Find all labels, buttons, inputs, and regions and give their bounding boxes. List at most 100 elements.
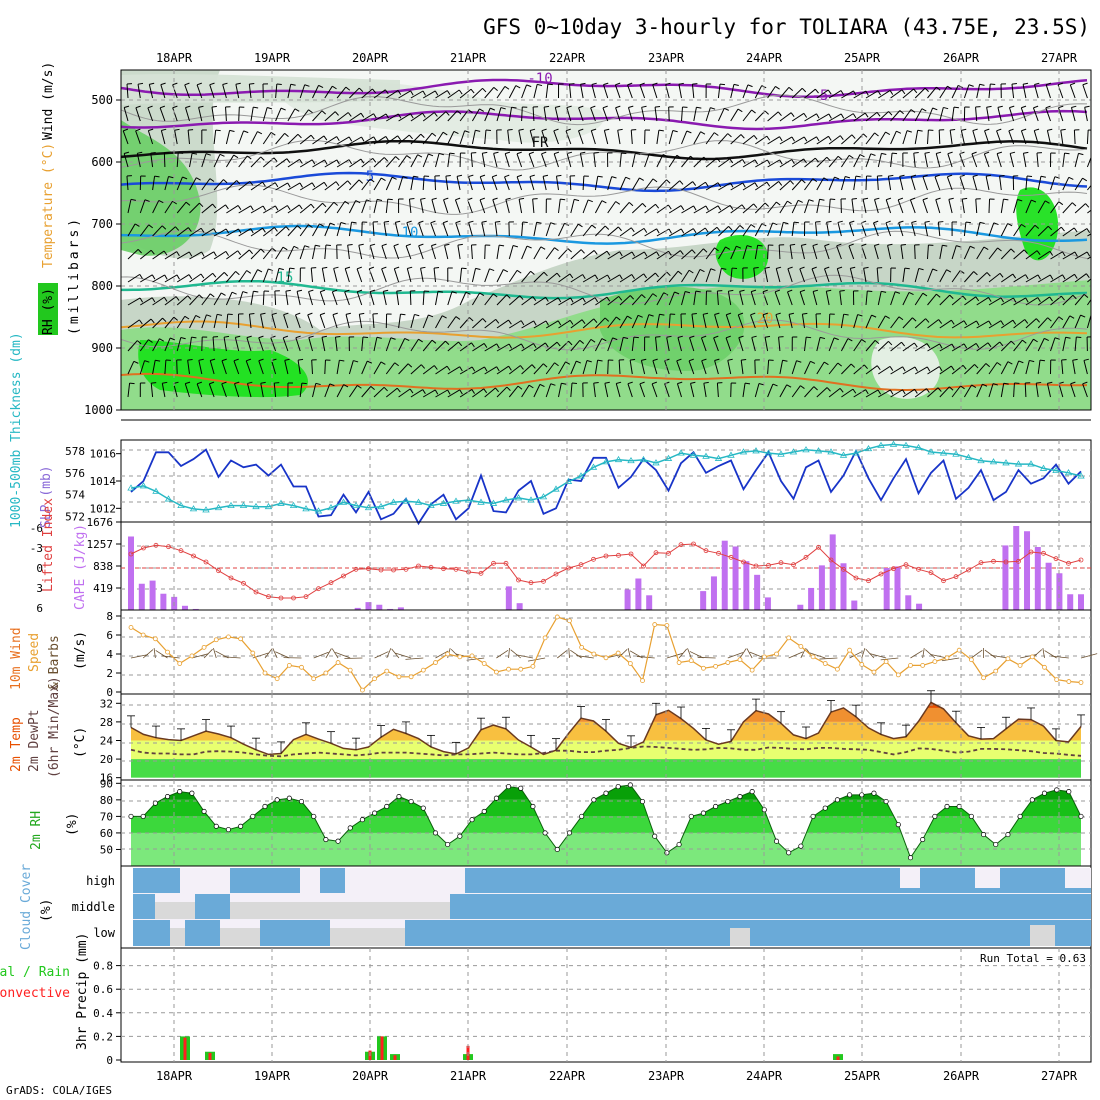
wind-point <box>189 653 195 659</box>
wind-barb <box>127 319 140 329</box>
wind-barb-flag <box>643 273 648 279</box>
wind-barb-flag <box>754 159 759 165</box>
wind-barb-flag <box>484 366 488 372</box>
wind-barb <box>676 360 682 375</box>
wind-barb-flag <box>221 358 227 362</box>
wind-point <box>396 674 402 680</box>
wind-barb <box>521 320 534 329</box>
wind-barb <box>975 107 978 122</box>
wind-barb-flag <box>1068 176 1074 180</box>
wind-barb-flag <box>936 86 941 91</box>
wind-barb-flag <box>1025 297 1029 303</box>
wind-barb-flag <box>1072 294 1077 300</box>
wind-barb-flag <box>899 110 904 115</box>
wind-barb <box>484 366 497 375</box>
wind-barb-flag <box>988 297 992 302</box>
wind-barb <box>751 337 756 352</box>
cape-bar <box>397 607 404 610</box>
wind-barb <box>767 111 779 122</box>
wind-barb-flag <box>819 198 825 201</box>
wind-barb-flag <box>703 156 708 162</box>
wind-barb <box>841 388 854 398</box>
wind-barb <box>619 315 628 329</box>
wind-barb-flag <box>652 178 658 183</box>
wind-barb-flag <box>666 271 671 277</box>
wind-barb <box>631 203 643 214</box>
wind-barb-flag <box>777 111 782 116</box>
thickness-point <box>914 443 923 451</box>
wind-barb <box>1013 339 1023 352</box>
wind-barb <box>373 386 385 398</box>
wind-barb-flag <box>641 105 647 108</box>
wind-barb-flag <box>418 220 424 224</box>
wind-barb-flag <box>393 243 399 247</box>
wind-barb <box>496 107 502 122</box>
wind-barb <box>865 111 878 122</box>
wind-barb <box>262 227 275 237</box>
wind-barb-flag <box>1073 227 1078 233</box>
wind-barb-flag <box>200 227 205 233</box>
rh-point <box>359 817 365 823</box>
wind-barb-flag <box>996 362 1002 366</box>
cape-bar <box>808 587 815 610</box>
wind-barb <box>558 361 566 375</box>
wind-barb-flag <box>335 336 341 338</box>
wind-barb <box>570 649 582 659</box>
wind-barb <box>914 292 924 306</box>
wind-barb-flag <box>728 289 734 292</box>
wind-barb <box>213 154 221 168</box>
wind-barb <box>312 223 320 237</box>
wind-barb-flag <box>713 335 719 339</box>
thickness-point <box>777 450 785 457</box>
wind-barb <box>496 386 508 398</box>
wind-barb <box>607 337 614 352</box>
wind-barb-flag <box>593 250 598 255</box>
wind-barb <box>779 112 792 122</box>
wind-barb <box>582 318 595 329</box>
wind-barb-flag <box>1034 224 1040 229</box>
wind-barb <box>951 385 961 398</box>
wind-barb <box>521 245 528 260</box>
wind-barb <box>1072 360 1076 375</box>
rh-point <box>408 798 414 805</box>
precip-tick-label: 0.4 <box>93 1007 113 1020</box>
wind-barb-flag <box>159 338 164 342</box>
wind-barb-flag <box>578 105 584 109</box>
wind-barb-flag <box>397 135 401 141</box>
wind-barb-flag <box>236 180 241 185</box>
wind-barb <box>976 84 981 99</box>
li-point <box>553 571 559 577</box>
date-label: 23APR <box>648 51 685 65</box>
wind-barb <box>545 362 555 375</box>
wind-barb <box>927 343 940 352</box>
wind-barb-flag <box>307 312 313 316</box>
wind-barb <box>565 130 572 145</box>
wind-barb <box>137 84 141 99</box>
wind-barb-flag <box>187 295 192 300</box>
wind-barb <box>435 650 449 659</box>
wind-barb <box>779 180 791 191</box>
wind-point <box>420 667 426 673</box>
wind-barb <box>250 156 262 168</box>
wind-barb <box>361 113 374 122</box>
wind-barb <box>1062 294 1074 306</box>
wind-barb <box>533 320 547 329</box>
thickness-tick-label: 572 <box>65 511 85 524</box>
li-point <box>578 562 584 568</box>
rh-point <box>213 823 219 829</box>
wind-barb <box>312 181 325 191</box>
wind-barb <box>630 130 633 145</box>
wind-barb-flag <box>800 289 806 293</box>
wind-barb <box>372 314 375 329</box>
thickness-point <box>277 499 285 506</box>
wind-barb-flag <box>691 249 696 254</box>
wind-barb-flag <box>533 320 537 326</box>
date-label: 25APR <box>844 51 881 65</box>
rh-point <box>603 790 609 796</box>
wind-barb <box>295 314 301 329</box>
wind-barb <box>877 131 886 145</box>
wind-barb-flag <box>845 176 851 179</box>
pressure-tick-label: 900 <box>91 341 113 355</box>
wind-barb-flag <box>864 112 869 118</box>
wind-barb <box>319 314 326 329</box>
